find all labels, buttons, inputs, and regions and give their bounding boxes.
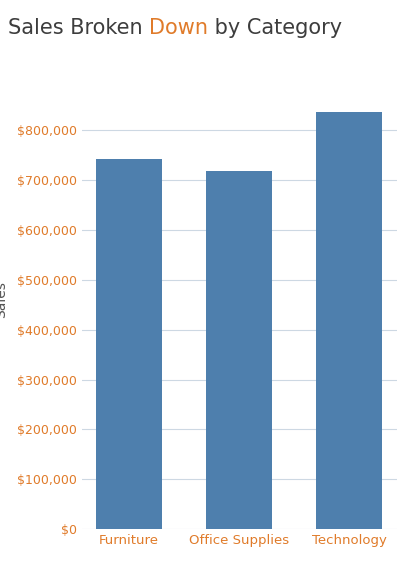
Text: Down: Down	[149, 18, 209, 38]
Bar	[96, 159, 162, 529]
Y-axis label: Sales: Sales	[0, 282, 9, 318]
Bar	[316, 112, 382, 529]
Text: Sales Broken: Sales Broken	[8, 18, 149, 38]
Text: by Category: by Category	[209, 18, 343, 38]
Bar	[206, 171, 272, 529]
